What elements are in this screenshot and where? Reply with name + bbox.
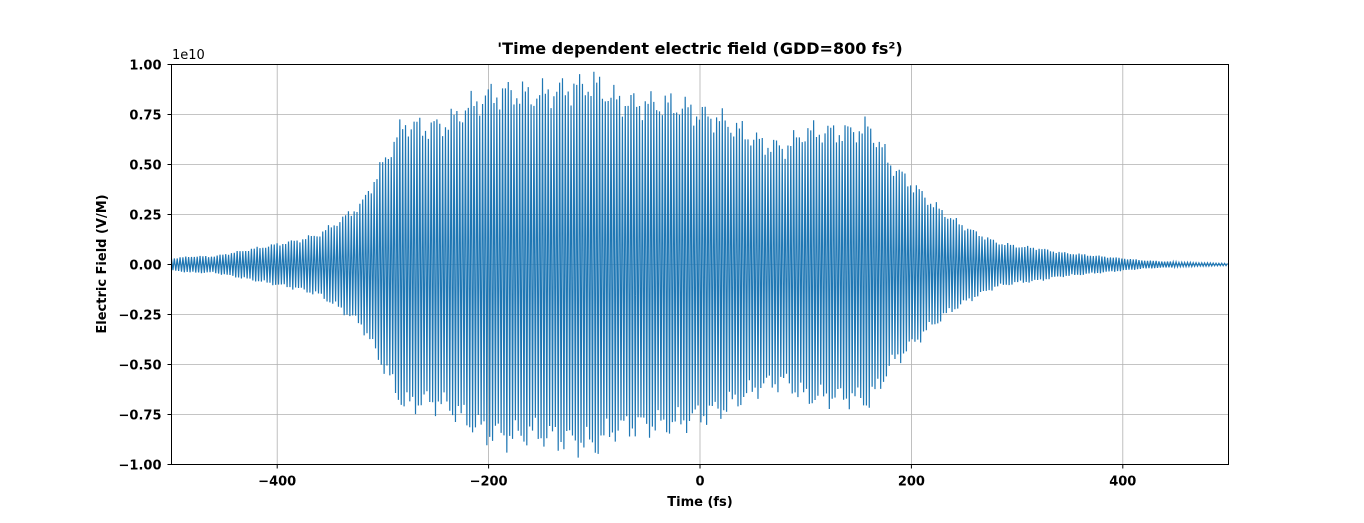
y-tick-label: 0.25 [129, 209, 161, 224]
y-tick-label: 0.50 [129, 159, 161, 174]
x-axis-label: Time (fs) [667, 495, 733, 510]
x-tick-label: −200 [470, 475, 508, 490]
x-tick-label: 0 [695, 475, 704, 490]
y-axis-label: Electric Field (V/M) [95, 194, 110, 333]
signal-series-line [170, 71, 1228, 458]
y-tick-label: 0.00 [129, 259, 161, 274]
x-tick-label: 200 [898, 475, 925, 490]
x-tick-label: −400 [258, 475, 296, 490]
chart-title: 'Time dependent electric field (GDD=800 … [497, 39, 902, 58]
y-tick-label: 1.00 [129, 59, 161, 74]
y-tick-label: −0.75 [119, 409, 162, 424]
y-offset-label: 1e10 [172, 48, 205, 63]
y-tick-label: −0.25 [119, 309, 162, 324]
y-tick-label: −0.50 [119, 359, 162, 374]
y-tick-label: −1.00 [119, 459, 162, 474]
y-tick-label: 0.75 [129, 109, 161, 124]
x-tick-label: 400 [1109, 475, 1136, 490]
signal-line [170, 71, 1228, 458]
ticks: −400 −200 0 200 400 −1.00 −0.75 −0.50 −0.25 0.00 0… [119, 59, 1137, 490]
